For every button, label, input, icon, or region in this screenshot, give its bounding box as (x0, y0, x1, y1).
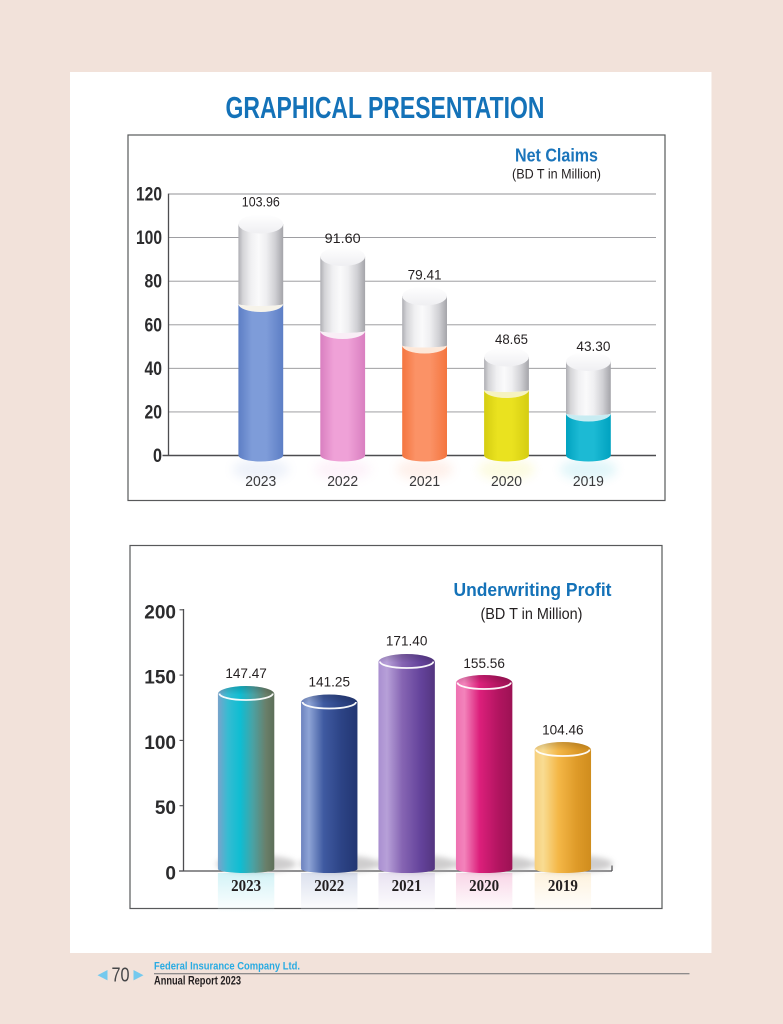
svg-text:141.25: 141.25 (309, 674, 351, 690)
svg-text:2023: 2023 (245, 473, 276, 490)
svg-text:150: 150 (144, 668, 176, 689)
svg-text:2022: 2022 (327, 473, 358, 490)
svg-text:171.40: 171.40 (386, 633, 428, 649)
svg-text:0: 0 (153, 446, 162, 467)
svg-text:20: 20 (145, 402, 163, 423)
svg-text:200: 200 (144, 602, 176, 623)
svg-text:2021: 2021 (409, 473, 440, 490)
svg-text:(BD T in Million): (BD T in Million) (481, 606, 583, 623)
svg-text:155.56: 155.56 (463, 655, 505, 671)
svg-text:103.96: 103.96 (242, 194, 280, 210)
svg-text:40: 40 (145, 359, 163, 380)
svg-text:70: 70 (112, 965, 130, 987)
svg-text:2023: 2023 (231, 876, 261, 895)
svg-text:0: 0 (165, 864, 176, 885)
svg-text:Net Claims: Net Claims (515, 145, 598, 166)
svg-text:Underwriting Profit: Underwriting Profit (454, 579, 612, 600)
svg-text:80: 80 (145, 272, 163, 293)
svg-text:50: 50 (155, 798, 176, 819)
svg-text:2022: 2022 (314, 876, 344, 895)
svg-text:48.65: 48.65 (495, 331, 528, 347)
svg-text:2021: 2021 (392, 876, 422, 895)
svg-text:GRAPHICAL PRESENTATION: GRAPHICAL PRESENTATION (226, 90, 545, 125)
svg-text:147.47: 147.47 (225, 665, 267, 681)
svg-text:60: 60 (145, 315, 163, 336)
svg-text:100: 100 (144, 733, 176, 754)
svg-text:100: 100 (136, 228, 162, 249)
svg-text:Federal Insurance Company Ltd.: Federal Insurance Company Ltd. (154, 961, 300, 973)
svg-text:120: 120 (136, 185, 162, 206)
svg-text:104.46: 104.46 (542, 722, 584, 738)
svg-text:43.30: 43.30 (576, 338, 610, 354)
svg-text:2019: 2019 (573, 473, 604, 490)
svg-text:91.60: 91.60 (325, 230, 361, 246)
svg-text:2020: 2020 (469, 876, 499, 895)
svg-text:79.41: 79.41 (408, 267, 442, 283)
svg-text:(BD T in Million): (BD T in Million) (512, 166, 601, 182)
svg-text:2019: 2019 (548, 876, 578, 895)
svg-text:2020: 2020 (491, 473, 522, 490)
svg-text:Annual Report 2023: Annual Report 2023 (154, 974, 241, 988)
